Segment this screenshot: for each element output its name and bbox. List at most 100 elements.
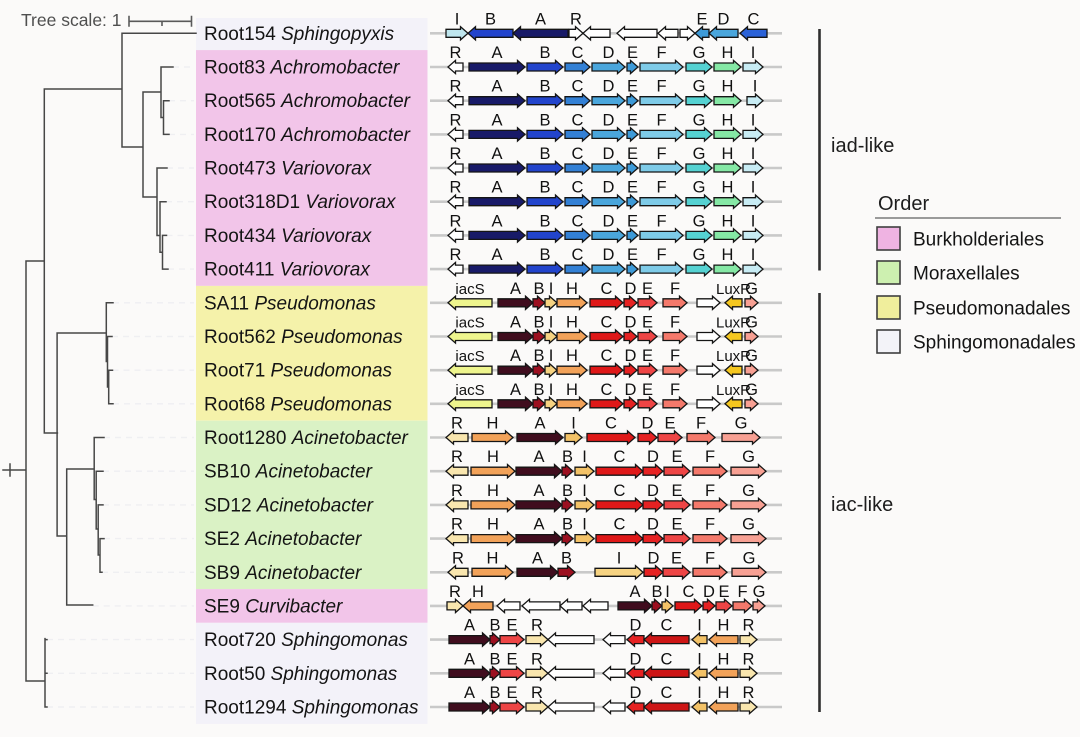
svg-text:D: D	[603, 145, 615, 163]
svg-text:Order: Order	[878, 193, 929, 215]
svg-text:H: H	[487, 549, 499, 567]
svg-text:F: F	[705, 516, 715, 534]
svg-text:D: D	[648, 549, 660, 567]
svg-text:F: F	[656, 179, 666, 197]
svg-text:E: E	[671, 516, 682, 534]
svg-text:I: I	[582, 516, 587, 534]
svg-text:E: E	[627, 246, 638, 264]
svg-text:B: B	[539, 212, 550, 230]
svg-text:I: I	[751, 212, 756, 230]
svg-text:G: G	[693, 78, 706, 96]
svg-text:Tree scale: 1: Tree scale: 1	[21, 10, 122, 30]
svg-text:F: F	[656, 111, 666, 129]
svg-text:B: B	[485, 10, 496, 28]
svg-text:SB9 Acinetobacter: SB9 Acinetobacter	[204, 563, 362, 584]
svg-text:R: R	[451, 516, 463, 534]
svg-text:Root720 Sphingomonas: Root720 Sphingomonas	[204, 630, 408, 651]
svg-text:D: D	[603, 78, 615, 96]
svg-text:Root1294 Sphingomonas: Root1294 Sphingomonas	[204, 698, 419, 719]
svg-text:R: R	[450, 44, 462, 62]
svg-text:R: R	[450, 78, 462, 96]
svg-text:H: H	[722, 179, 734, 197]
svg-text:H: H	[487, 415, 499, 433]
svg-text:Root83 Achromobacter: Root83 Achromobacter	[204, 58, 400, 79]
svg-text:G: G	[693, 246, 706, 264]
svg-text:E: E	[642, 381, 653, 399]
svg-text:C: C	[601, 347, 613, 365]
svg-text:LuxR: LuxR	[716, 348, 751, 365]
svg-text:F: F	[670, 280, 680, 298]
svg-text:B: B	[489, 650, 500, 668]
svg-text:R: R	[449, 583, 461, 601]
svg-text:G: G	[743, 549, 756, 567]
svg-text:E: E	[642, 280, 653, 298]
svg-text:R: R	[450, 246, 462, 264]
svg-text:B: B	[539, 44, 550, 62]
svg-text:iacS: iacS	[455, 382, 484, 399]
svg-text:A: A	[491, 145, 502, 163]
svg-text:LuxR: LuxR	[716, 382, 751, 399]
svg-text:F: F	[705, 549, 715, 567]
svg-text:E: E	[671, 549, 682, 567]
svg-text:C: C	[572, 145, 584, 163]
svg-text:C: C	[614, 482, 626, 500]
svg-text:R: R	[451, 415, 463, 433]
svg-text:iacS: iacS	[455, 281, 484, 298]
svg-text:iac-like: iac-like	[831, 494, 893, 516]
svg-text:E: E	[718, 583, 729, 601]
svg-text:C: C	[614, 516, 626, 534]
svg-text:Root411 Variovorax: Root411 Variovorax	[204, 260, 371, 281]
svg-text:C: C	[601, 314, 613, 332]
svg-text:iacS: iacS	[455, 315, 484, 332]
svg-text:I: I	[571, 415, 576, 433]
svg-text:I: I	[697, 650, 702, 668]
svg-text:C: C	[572, 212, 584, 230]
svg-text:I: I	[751, 111, 756, 129]
svg-text:B: B	[562, 448, 573, 466]
svg-text:A: A	[534, 415, 545, 433]
svg-text:D: D	[603, 179, 615, 197]
svg-text:A: A	[535, 10, 546, 28]
svg-text:R: R	[450, 145, 462, 163]
svg-text:R: R	[570, 10, 582, 28]
svg-text:SB10 Acinetobacter: SB10 Acinetobacter	[204, 462, 373, 483]
svg-text:R: R	[531, 684, 543, 702]
svg-text:H: H	[566, 381, 578, 399]
svg-text:I: I	[549, 347, 554, 365]
svg-text:B: B	[539, 246, 550, 264]
svg-text:A: A	[532, 549, 543, 567]
svg-text:A: A	[464, 650, 475, 668]
svg-text:Root154 Sphingopyxis: Root154 Sphingopyxis	[204, 24, 395, 45]
svg-text:I: I	[549, 381, 554, 399]
svg-text:C: C	[572, 44, 584, 62]
svg-text:G: G	[693, 44, 706, 62]
svg-text:G: G	[745, 347, 758, 365]
svg-text:B: B	[489, 684, 500, 702]
svg-text:D: D	[625, 280, 637, 298]
svg-text:C: C	[601, 280, 613, 298]
svg-text:H: H	[566, 280, 578, 298]
svg-text:F: F	[705, 448, 715, 466]
svg-text:A: A	[533, 448, 544, 466]
svg-text:D: D	[647, 448, 659, 466]
svg-text:C: C	[605, 415, 617, 433]
svg-text:D: D	[603, 44, 615, 62]
svg-text:A: A	[533, 482, 544, 500]
svg-text:E: E	[627, 145, 638, 163]
svg-text:E: E	[627, 212, 638, 230]
svg-text:SE2 Acinetobacter: SE2 Acinetobacter	[204, 529, 362, 550]
svg-text:H: H	[487, 482, 499, 500]
svg-text:H: H	[722, 145, 734, 163]
svg-text:C: C	[572, 179, 584, 197]
svg-text:SA11 Pseudomonas: SA11 Pseudomonas	[204, 293, 376, 314]
svg-text:I: I	[549, 314, 554, 332]
svg-text:Root1280 Acinetobacter: Root1280 Acinetobacter	[204, 428, 409, 449]
svg-text:E: E	[642, 314, 653, 332]
svg-text:A: A	[491, 246, 502, 264]
svg-text:I: I	[455, 10, 460, 28]
svg-text:F: F	[670, 347, 680, 365]
svg-text:H: H	[722, 78, 734, 96]
svg-text:E: E	[642, 347, 653, 365]
svg-text:F: F	[656, 44, 666, 62]
svg-text:D: D	[718, 10, 730, 28]
